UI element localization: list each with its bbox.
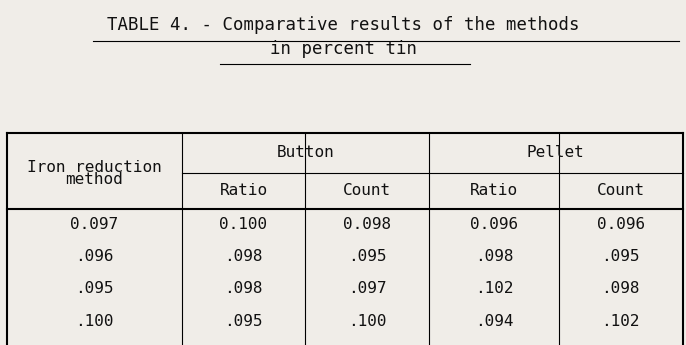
Text: .102: .102	[475, 282, 513, 296]
Text: Count: Count	[343, 183, 391, 198]
Text: 0.098: 0.098	[343, 217, 391, 232]
Text: .098: .098	[224, 282, 263, 296]
Text: .098: .098	[475, 249, 513, 264]
Text: .097: .097	[348, 282, 386, 296]
Text: .100: .100	[348, 314, 386, 328]
Text: .100: .100	[75, 314, 114, 328]
Text: 0.100: 0.100	[220, 217, 268, 232]
Text: Iron reduction: Iron reduction	[27, 160, 162, 175]
Text: .098: .098	[602, 282, 640, 296]
Text: Ratio: Ratio	[220, 183, 268, 198]
Text: Pellet: Pellet	[527, 145, 584, 160]
Text: 0.096: 0.096	[470, 217, 518, 232]
Text: in percent tin: in percent tin	[270, 40, 416, 58]
Text: .096: .096	[75, 249, 114, 264]
Text: 0.096: 0.096	[597, 217, 645, 232]
Text: .094: .094	[475, 314, 513, 328]
Text: .102: .102	[602, 314, 640, 328]
Text: .098: .098	[224, 249, 263, 264]
Text: .095: .095	[348, 249, 386, 264]
Text: .095: .095	[602, 249, 640, 264]
Text: Ratio: Ratio	[470, 183, 518, 198]
Text: TABLE 4. - Comparative results of the methods: TABLE 4. - Comparative results of the me…	[107, 16, 579, 33]
Text: Button: Button	[276, 145, 334, 160]
Text: method: method	[65, 172, 123, 187]
Text: Count: Count	[597, 183, 645, 198]
Text: .095: .095	[224, 314, 263, 328]
Text: .095: .095	[75, 282, 114, 296]
Text: 0.097: 0.097	[70, 217, 119, 232]
